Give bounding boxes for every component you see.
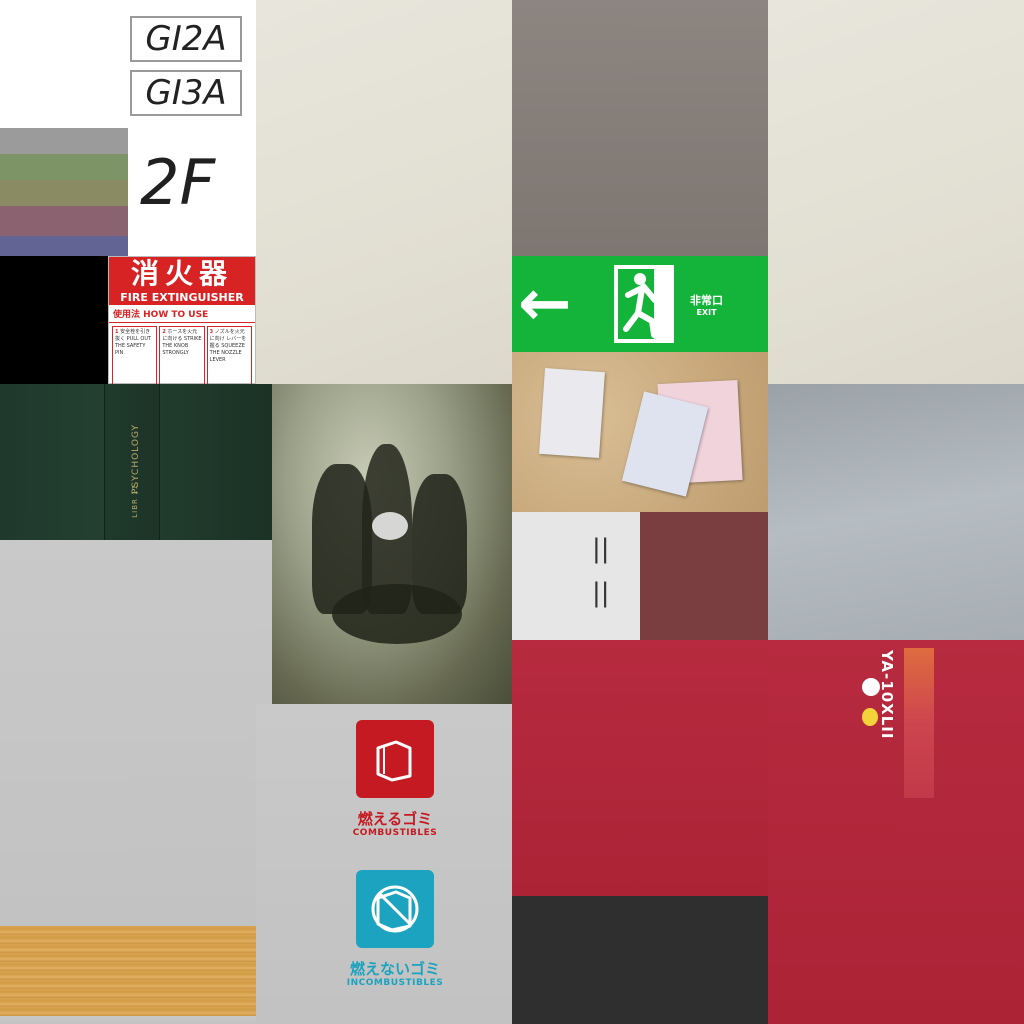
concrete-texture-light	[256, 0, 512, 384]
concrete-texture-light-right	[768, 0, 1024, 384]
black-panel	[0, 256, 110, 384]
glass-texture	[768, 384, 1024, 640]
color-stripe	[0, 236, 128, 256]
door-panel-white: || ||	[512, 512, 640, 640]
room-label-gi2a: GI2A	[130, 16, 242, 62]
color-stripes	[0, 128, 128, 256]
dark-strip	[512, 896, 768, 1024]
cork-board	[512, 352, 768, 512]
door-mark: ||	[592, 578, 610, 608]
maroon-panel	[640, 512, 768, 640]
running-man-icon	[614, 265, 682, 343]
fire-extinguisher-header: 消火器 FIRE EXTINGUISHER	[109, 257, 255, 305]
sticker-strip	[904, 648, 934, 798]
book-spine: PSYCHOLOGY LIBR 11	[104, 384, 160, 540]
caution-sticker-icon	[862, 708, 878, 726]
vertical-label: YA-10XLII	[878, 650, 896, 740]
combustibles-label-jp: 燃えるゴミ	[357, 810, 433, 828]
fire-extinguisher-step: 3 ノズルを火元に向け レバーを握る SQUEEZE THE NOZZLE LE…	[206, 326, 252, 390]
exit-label-jp: 非常口	[690, 293, 723, 307]
red-wall-texture	[512, 640, 768, 896]
fire-extinguisher-title-en: FIRE EXTINGUISHER	[120, 291, 244, 304]
room-label-gi3a: GI3A	[130, 70, 242, 116]
incombustibles-icon	[356, 870, 434, 948]
combustibles-label-en: COMBUSTIBLES	[352, 828, 438, 838]
exit-sign-labels: 非常口 EXIT	[690, 292, 723, 317]
color-stripe	[0, 180, 128, 206]
warning-sticker-icon	[862, 678, 880, 696]
paper-note	[539, 368, 605, 458]
fire-extinguisher-howto: 使用法 HOW TO USE	[109, 305, 255, 323]
fire-extinguisher-steps: 1 安全栓を引き抜く PULL OUT THE SAFETY PIN 2 ホース…	[109, 323, 255, 393]
fire-extinguisher-step: 1 安全栓を引き抜く PULL OUT THE SAFETY PIN	[112, 326, 158, 390]
color-stripe	[0, 206, 128, 236]
concrete-texture-dark	[512, 0, 768, 256]
arrow-left-icon: ←	[518, 267, 572, 341]
color-stripe	[0, 154, 128, 180]
concrete-floor-texture	[0, 540, 272, 928]
concrete-floor-texture	[0, 1016, 256, 1024]
fire-extinguisher-title-jp: 消火器	[130, 257, 233, 290]
wood-texture	[0, 926, 256, 1024]
figure-shape	[372, 512, 408, 540]
door-mark: ||	[592, 534, 610, 564]
red-wall-texture-right: YA-10XLII	[768, 640, 1024, 1024]
exit-label-en: EXIT	[696, 307, 717, 317]
fire-extinguisher-step: 2 ホースを火元に向ける STRIKE THE KNOB STRONGLY	[159, 326, 205, 390]
exit-sign: ← 非常口 EXIT	[512, 256, 768, 352]
color-stripe	[0, 128, 128, 154]
combustibles-icon	[356, 720, 434, 798]
fire-extinguisher-sign: 消火器 FIRE EXTINGUISHER 使用法 HOW TO USE 1 安…	[108, 256, 256, 390]
book-cover: PSYCHOLOGY LIBR 11	[0, 384, 272, 540]
incombustibles-label-jp: 燃えないゴミ	[349, 960, 440, 978]
book-spine-sub: LIBR 11	[131, 484, 139, 518]
figure-shape	[332, 584, 462, 644]
floor-label: 2F	[140, 146, 216, 219]
blurred-photo	[272, 384, 512, 704]
incombustibles-label-en: INCOMBUSTIBLES	[346, 978, 444, 988]
